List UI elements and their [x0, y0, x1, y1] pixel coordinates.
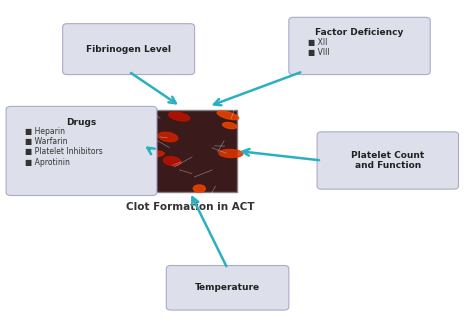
Ellipse shape — [169, 112, 190, 121]
Ellipse shape — [219, 150, 243, 158]
Text: ■ Aprotinin: ■ Aprotinin — [25, 158, 70, 167]
FancyBboxPatch shape — [317, 132, 458, 189]
Text: Fibrinogen Level: Fibrinogen Level — [86, 45, 171, 54]
FancyBboxPatch shape — [289, 17, 430, 74]
Ellipse shape — [148, 151, 164, 157]
Text: ■ VIII: ■ VIII — [308, 48, 329, 57]
Text: ■ XII: ■ XII — [308, 38, 327, 47]
Text: Drugs: Drugs — [66, 117, 97, 126]
Ellipse shape — [223, 122, 237, 129]
Ellipse shape — [217, 111, 239, 120]
Text: Platelet Count
and Function: Platelet Count and Function — [351, 151, 424, 170]
Text: ■ Warfarin: ■ Warfarin — [25, 137, 67, 146]
FancyBboxPatch shape — [143, 109, 237, 192]
Text: Clot Formation in ACT: Clot Formation in ACT — [126, 202, 254, 212]
FancyBboxPatch shape — [6, 106, 157, 195]
FancyBboxPatch shape — [63, 24, 195, 74]
Text: ■ Heparin: ■ Heparin — [25, 127, 65, 136]
Ellipse shape — [164, 157, 181, 166]
Text: ■ Platelet Inhibitors: ■ Platelet Inhibitors — [25, 147, 103, 156]
FancyBboxPatch shape — [166, 265, 289, 310]
Text: Factor Deficiency: Factor Deficiency — [315, 29, 404, 38]
Ellipse shape — [158, 132, 178, 142]
Ellipse shape — [193, 185, 205, 192]
Text: Temperature: Temperature — [195, 283, 260, 292]
